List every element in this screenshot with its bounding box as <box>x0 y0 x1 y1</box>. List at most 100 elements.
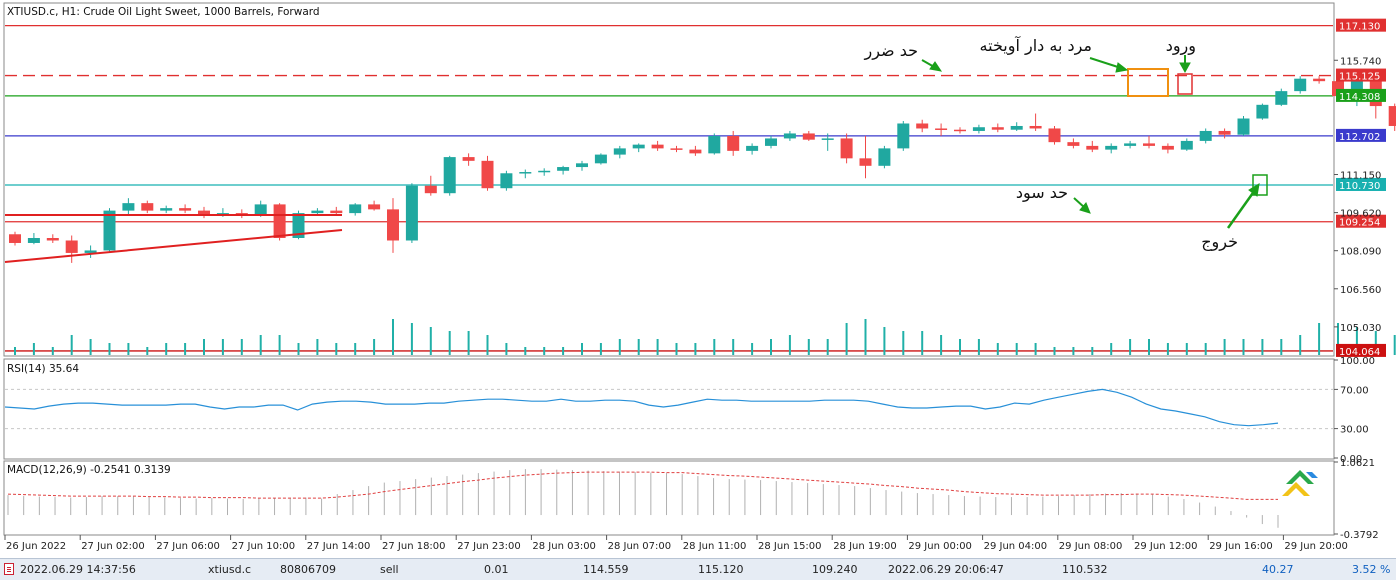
time-tick-label: 29 Jun 08:00 <box>1059 541 1123 552</box>
candle-body <box>651 144 664 149</box>
entry-marker-box <box>1177 73 1193 95</box>
status-percent: 3.52 % <box>1352 563 1391 576</box>
rsi-tick-label: 30.00 <box>1340 425 1369 436</box>
time-tick-label: 28 Jun 11:00 <box>683 541 747 552</box>
rsi-tick-label: 70.00 <box>1340 385 1369 396</box>
status-ticket: 80806709 <box>280 563 336 576</box>
candle-body <box>330 210 343 214</box>
candle-body <box>387 209 399 241</box>
candle-body <box>594 154 607 164</box>
annotation-arrows <box>921 55 1260 229</box>
candle-body <box>538 170 551 173</box>
chart-background <box>0 0 1396 558</box>
candle-body <box>1067 142 1080 146</box>
hanging-man-arrowhead <box>1115 62 1129 73</box>
candle-body <box>122 203 135 211</box>
candle-body <box>840 138 853 159</box>
macd-title: MACD(12,26,9) -0.2541 0.3139 <box>7 464 171 476</box>
level-price-label: 117.130 <box>1339 22 1380 33</box>
status-tp: 109.240 <box>812 563 858 576</box>
logo-cross-blue <box>1306 472 1318 478</box>
candle-body <box>576 163 588 168</box>
candle-body <box>1180 140 1193 150</box>
candle-body <box>689 149 702 154</box>
rsi-tick-label: 100.00 <box>1340 356 1375 367</box>
macd-panel-frame <box>3 460 1335 536</box>
candle-body <box>1143 143 1155 146</box>
time-tick-label: 29 Jun 04:00 <box>984 541 1048 552</box>
candle-body <box>349 204 362 214</box>
candle-body <box>859 158 872 166</box>
entry-label: ورود <box>1166 36 1196 56</box>
price-tick-label: 108.090 <box>1340 247 1381 258</box>
time-tick-label: 29 Jun 16:00 <box>1209 541 1273 552</box>
time-axis: 26 Jun 2022 27 Jun 02:00 27 Jun 06:00 27 Ju… <box>4 535 1348 552</box>
candle-body <box>292 213 305 238</box>
level-price-badge <box>1336 88 1386 102</box>
level-price-label: 115.125 <box>1339 72 1380 83</box>
candle-body <box>878 148 891 166</box>
candle-body <box>1256 104 1269 119</box>
candle-body <box>954 129 966 132</box>
candle-body <box>783 133 796 139</box>
exit-marker-box <box>1252 174 1268 196</box>
level-price-badge <box>1336 68 1386 82</box>
time-tick-label: 28 Jun 03:00 <box>532 541 596 552</box>
level-price-badge <box>1336 214 1386 228</box>
candle-body <box>1237 118 1250 135</box>
candle-body <box>9 234 21 243</box>
rsi-tick-label: 0.00 <box>1340 454 1362 465</box>
candle-body <box>1086 145 1099 150</box>
time-tick-label: 27 Jun 18:00 <box>382 541 446 552</box>
level-price-badge <box>1336 343 1386 357</box>
candle-body <box>632 144 645 149</box>
time-tick-label: 27 Jun 14:00 <box>307 541 371 552</box>
level-price-badge <box>1336 177 1386 191</box>
hanging-man-box <box>1127 68 1169 97</box>
candle-body <box>727 135 740 151</box>
candle-body <box>235 213 248 215</box>
order-document-icon <box>4 563 14 575</box>
level-price-label: 110.730 <box>1339 181 1380 192</box>
chart-area[interactable]: 100.00 70.00 30.00 0.00 1.0621 -0.3792 117.1… <box>0 0 1396 558</box>
candle-body <box>254 204 267 215</box>
exit-label: خروج <box>1201 232 1238 252</box>
candle-body <box>160 208 173 211</box>
status-profit: 40.27 <box>1262 563 1294 576</box>
status-price-close: 110.532 <box>1062 563 1108 576</box>
candle-body <box>198 210 210 216</box>
time-tick-label: 27 Jun 23:00 <box>457 541 521 552</box>
trade-status-bar[interactable]: 2022.06.29 14:37:56 xtiusd.c 80806709 se… <box>0 558 1396 580</box>
candle-body <box>897 123 910 149</box>
status-symbol: xtiusd.c <box>208 563 252 576</box>
broker-logo <box>1282 470 1318 496</box>
candle-body <box>1161 145 1174 150</box>
take-profit-arrowhead <box>1079 202 1091 214</box>
trendline-support-rising <box>4 229 343 263</box>
candle-body <box>179 208 192 211</box>
price-panel-frame <box>3 2 1335 357</box>
candle-body <box>311 210 324 214</box>
candle-body <box>972 127 985 131</box>
candle-body <box>1294 78 1307 92</box>
volume-bars <box>14 319 1396 355</box>
candle-body <box>1275 91 1288 105</box>
take-profit-label: حد سود <box>1016 183 1068 203</box>
status-open-time: 2022.06.29 14:37:56 <box>20 563 136 576</box>
candle-body <box>1388 106 1396 126</box>
horizontal-levels <box>5 25 1333 352</box>
rsi-line <box>4 388 1279 427</box>
level-price-badge <box>1336 18 1386 32</box>
candle-body <box>670 148 683 150</box>
candle-body <box>519 172 532 174</box>
exit-arrow <box>1226 189 1257 229</box>
time-tick-label: 29 Jun 20:00 <box>1284 541 1348 552</box>
macd-tick-label: 1.0621 <box>1340 458 1375 469</box>
exit-arrowhead <box>1248 183 1260 197</box>
price-tick-label: 111.150 <box>1340 171 1381 182</box>
logo-chevron-yellow <box>1282 482 1310 496</box>
price-tick-label: 115.740 <box>1340 56 1381 67</box>
stop-loss-label: حد ضرر <box>863 41 918 61</box>
candle-body <box>443 157 456 194</box>
candle-body <box>1029 125 1042 129</box>
